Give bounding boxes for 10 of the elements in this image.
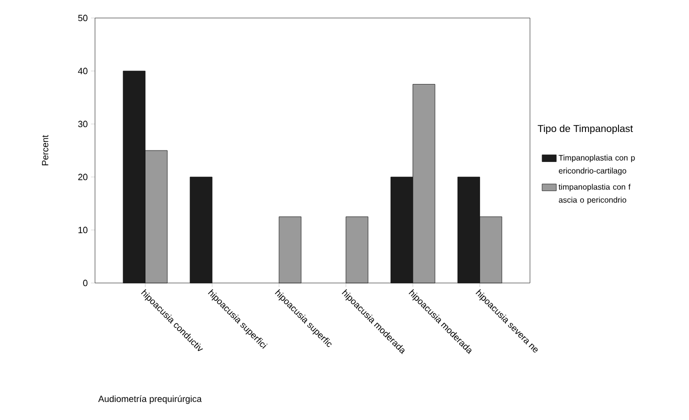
x-axis-title: Audiometría prequirúrgica [98, 395, 202, 404]
legend-title: Tipo de Timpanoplast [538, 124, 633, 134]
y-tick-label: 20 [78, 174, 88, 180]
y-tick-label: 10 [78, 226, 88, 234]
legend-label: timpanoplastia con f ascia o pericondrio [558, 184, 631, 204]
y-axis-title: Percent [42, 135, 48, 166]
y-tick-label: 40 [78, 68, 88, 74]
y-tick-label: 50 [78, 14, 88, 22]
y-tick-label: 0 [83, 280, 88, 286]
y-tick-label: 30 [78, 120, 88, 128]
